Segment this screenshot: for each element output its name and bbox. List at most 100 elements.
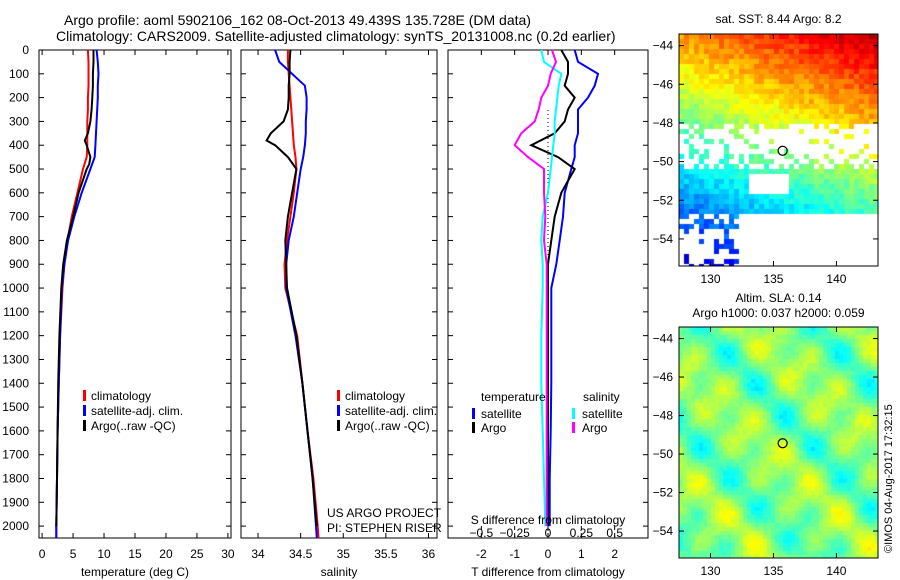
depth-tick-label: 700 [9,210,29,224]
depth-tick-label: 900 [9,257,29,271]
difference-series-temperature-argo [528,49,577,527]
difference-xtick-label: 2 [611,547,618,561]
temperature-xtick-label: 5 [70,547,77,561]
difference-xtick-label: 1 [578,547,585,561]
diff-legend-title: temperature [481,390,546,404]
sst_map-xtick-label: 130 [700,272,720,286]
temperature-series-argo-raw-qc- [55,50,95,527]
sla_map-ytick-label: −50 [653,447,674,461]
salinity-legend-label: Argo(..raw -QC) [345,419,430,433]
depth-tick-label: 1700 [2,448,29,462]
sla-map-subtitle: Argo h1000: 0.037 h2000: 0.059 [692,306,864,320]
salinity-axes-box [240,49,438,539]
s-diff-tick-label: −0.25 [499,526,530,540]
depth-tick-label: 1600 [2,424,29,438]
temperature-xtick-label: 0 [39,547,46,561]
sst_map-xtick-label: 140 [826,272,846,286]
sst_map-ytick-label: −44 [653,39,674,53]
depth-tick-label: 800 [9,233,29,247]
argo-location-marker [777,438,788,449]
temperature-xlabel: temperature (deg C) [81,565,189,579]
temperature-axes-box [38,49,232,539]
depth-tick-label: 100 [9,67,29,81]
salinity-series-climatology [283,50,320,539]
salinity-series-argo-raw-qc- [265,49,318,527]
sla_map-ytick-label: −54 [653,524,674,538]
salinity-xtick-label: 36 [422,547,436,561]
salinity-legend-label: satellite-adj. clim. [345,404,437,418]
pi-label: PI: STEPHEN RISER [327,521,442,535]
sst_map-ytick-label: −50 [653,155,674,169]
figure-title-line2: Climatology: CARS2009. Satellite-adjuste… [56,28,616,44]
s-diff-tick-label: −0.5 [469,526,493,540]
sst_map-xtick-label: 135 [763,272,783,286]
sla_map-xtick-label: 130 [700,564,720,578]
salinity-legend-swatch [337,420,340,431]
temperature-legend-label: Argo(..raw -QC) [91,419,176,433]
diff-legend-swatch [572,408,575,419]
temperature-xtick-label: 30 [221,547,235,561]
difference-xlabel: T difference from climatology [471,565,625,579]
temperature-xtick-label: 25 [190,547,204,561]
depth-tick-label: 1300 [2,352,29,366]
temperature-xtick-label: 10 [97,547,111,561]
salinity-legend-swatch [337,405,340,416]
sla_map-ytick-label: −44 [653,332,674,346]
temperature-legend-swatch [83,420,86,431]
depth-tick-label: 500 [9,162,29,176]
diff-legend-label: Argo [582,421,608,435]
depth-tick-label: 1500 [2,400,29,414]
difference-series-salinity-argo [513,49,558,527]
diff-legend-swatch [472,422,475,433]
diff-legend-swatch [472,408,475,419]
difference-xtick-label: -1 [509,547,520,561]
sst_map-ytick-label: −46 [653,77,674,91]
sla_map-axes-box [678,326,879,559]
salinity-legend-label: climatology [345,389,405,403]
sst-map-title: sat. SST: 8.44 Argo: 8.2 [715,12,841,26]
temperature-series-satellite-adj-clim- [55,49,100,538]
diff-legend-label: Argo [481,421,507,435]
s-diff-tick-label: 0.5 [606,526,623,540]
depth-tick-label: 1200 [2,329,29,343]
salinity-legend-swatch [337,390,340,401]
sla-map-title: Altim. SLA: 0.14 [735,291,821,305]
temperature-legend-label: satellite-adj. clim. [91,404,183,418]
depth-tick-label: 200 [9,91,29,105]
temperature-legend-swatch [83,405,86,416]
figure-title-line1: Argo profile: aoml 5902106_162 08-Oct-20… [64,12,531,28]
diff-legend-label: satellite [481,407,522,421]
temperature-xtick-label: 15 [128,547,142,561]
sst_map-ytick-label: −52 [653,193,674,207]
sla_map-ytick-label: −52 [653,486,674,500]
salinity-xtick-label: 34.5 [289,547,313,561]
diff-legend-label: satellite [582,407,623,421]
depth-tick-label: 0 [22,43,29,57]
temperature-xtick-label: 20 [159,547,173,561]
s-diff-tick-label: 0.25 [570,526,594,540]
diff-legend-swatch [572,422,575,433]
footer-timestamp: ©IMOS 04-Aug-2017 17:32:15 [883,404,895,553]
salinity-xtick-label: 34 [251,547,265,561]
difference-series-temperature-satellite [548,49,600,527]
sst_map-ytick-label: −48 [653,116,674,130]
temperature-legend-swatch [83,390,86,401]
depth-tick-label: 1800 [2,471,29,485]
s-diff-tick-label: 0 [545,526,552,540]
depth-tick-label: 1000 [2,281,29,295]
project-label: US ARGO PROJECT [327,506,442,520]
depth-tick-label: 400 [9,138,29,152]
sst_map-axes-box [678,33,879,267]
temperature-legend-label: climatology [91,389,151,403]
depth-tick-label: 1100 [3,305,29,319]
depth-tick-label: 300 [9,114,29,128]
sla_map-ytick-label: −48 [653,409,674,423]
depth-tick-label: 2000 [2,519,29,533]
argo-location-marker [777,145,788,156]
salinity-xtick-label: 35.5 [374,547,398,561]
salinity-xlabel: salinity [321,565,358,579]
sla_map-ytick-label: −46 [653,370,674,384]
s-diff-label: S difference from climatology [471,513,626,527]
salinity-xtick-label: 35 [337,547,351,561]
